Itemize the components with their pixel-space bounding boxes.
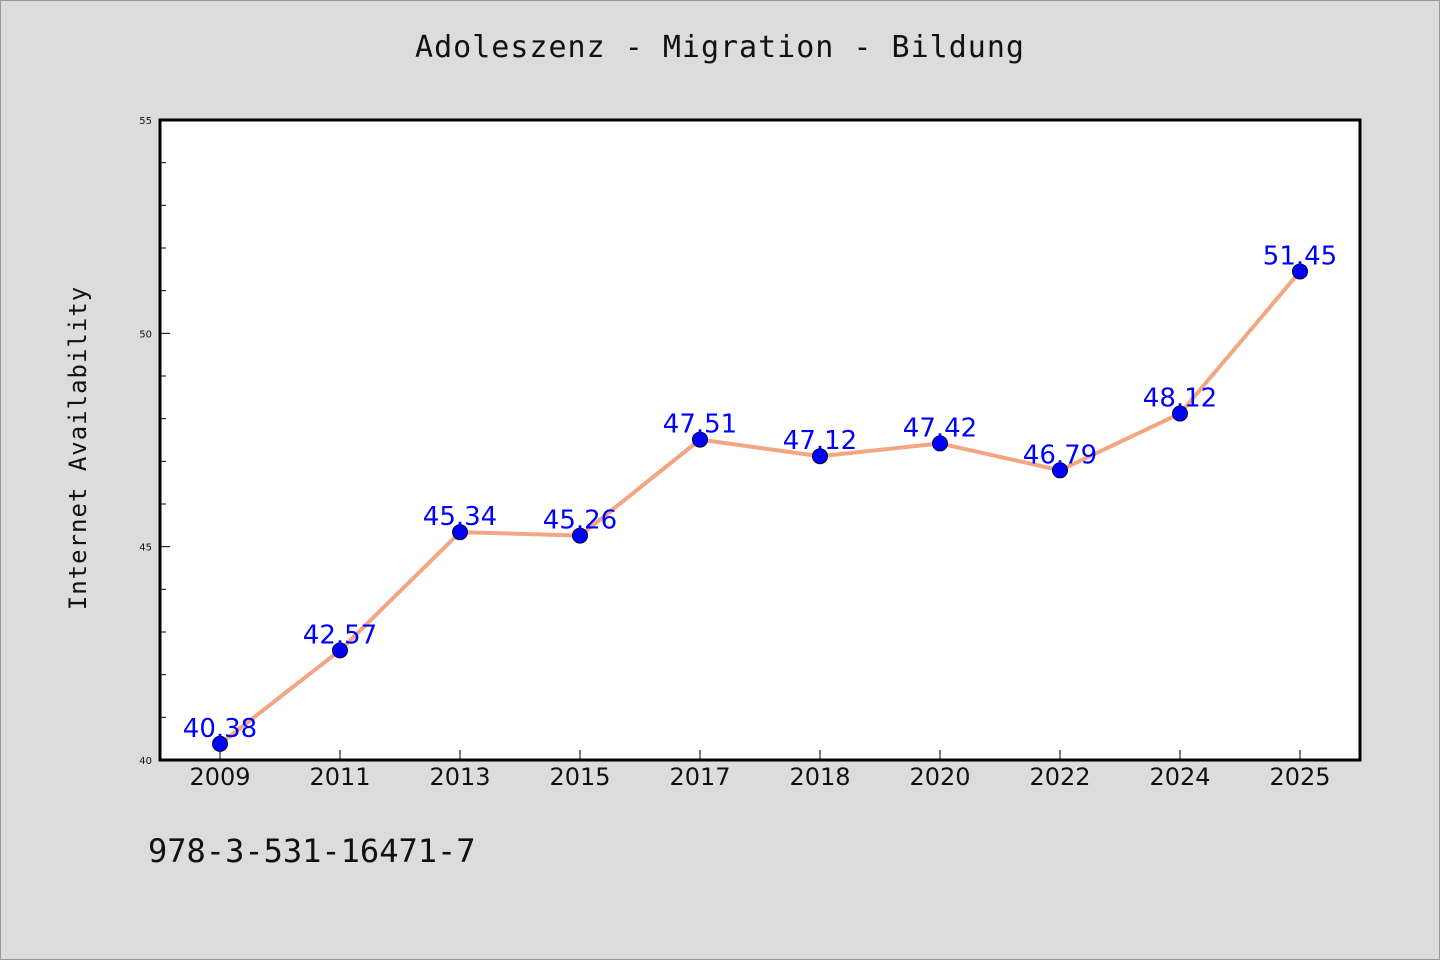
x-tick-label: 2025: [1269, 763, 1330, 791]
footnote-isbn: 978-3-531-16471-7: [148, 832, 476, 870]
y-tick-label: 55: [139, 116, 152, 127]
x-tick-label: 2020: [909, 763, 970, 791]
data-label: 47.12: [783, 426, 857, 456]
series-line-group: [218, 270, 1302, 746]
x-tick-label: 2018: [789, 763, 850, 791]
x-tick-label: 2024: [1149, 763, 1210, 791]
data-label: 40.38: [183, 714, 257, 744]
y-tick-label: 40: [139, 756, 152, 767]
x-tick-label: 2017: [669, 763, 730, 791]
data-label: 42.57: [303, 620, 377, 650]
data-point-marker: [1292, 263, 1308, 280]
x-tick-label: 2013: [429, 763, 490, 791]
data-point-marker: [1052, 462, 1068, 479]
x-tick-label: 2015: [549, 763, 610, 791]
series-line: [218, 270, 1302, 746]
y-tick-label: 45: [139, 543, 152, 554]
data-point-marker: [572, 527, 588, 544]
data-point-marker: [932, 435, 948, 452]
x-tick-label: 2009: [189, 763, 250, 791]
data-label: 47.51: [663, 410, 737, 440]
plot-area: [158, 118, 1362, 762]
data-label: 47.42: [903, 413, 977, 443]
y-tick-label: 50: [139, 329, 152, 340]
data-point-marker: [692, 431, 708, 448]
x-tick-label: 2022: [1029, 763, 1090, 791]
data-point-marker: [212, 735, 228, 752]
data-point-marker: [1172, 405, 1188, 422]
data-point-marker: [452, 524, 468, 541]
data-label: 48.12: [1143, 384, 1217, 414]
x-axis: 2009 2011 2013 2015 2017 2018 2020 2022 2024 2025: [189, 750, 1331, 791]
y-axis: 40 45 50 55: [139, 116, 170, 767]
data-label: 51.45: [1263, 241, 1337, 271]
data-label: 45.34: [423, 502, 497, 532]
markers-group: [212, 263, 1308, 752]
x-tick-label: 2011: [309, 763, 370, 791]
data-labels-group: 40.38 42.57 45.34 45.26 47.51 47.12 47.42 46.79…: [183, 241, 1337, 743]
data-label: 46.79: [1023, 440, 1097, 470]
data-label: 45.26: [543, 506, 617, 536]
data-point-marker: [332, 642, 348, 659]
data-point-marker: [812, 448, 828, 465]
chart-title: Adoleszenz - Migration - Bildung: [415, 30, 1025, 65]
